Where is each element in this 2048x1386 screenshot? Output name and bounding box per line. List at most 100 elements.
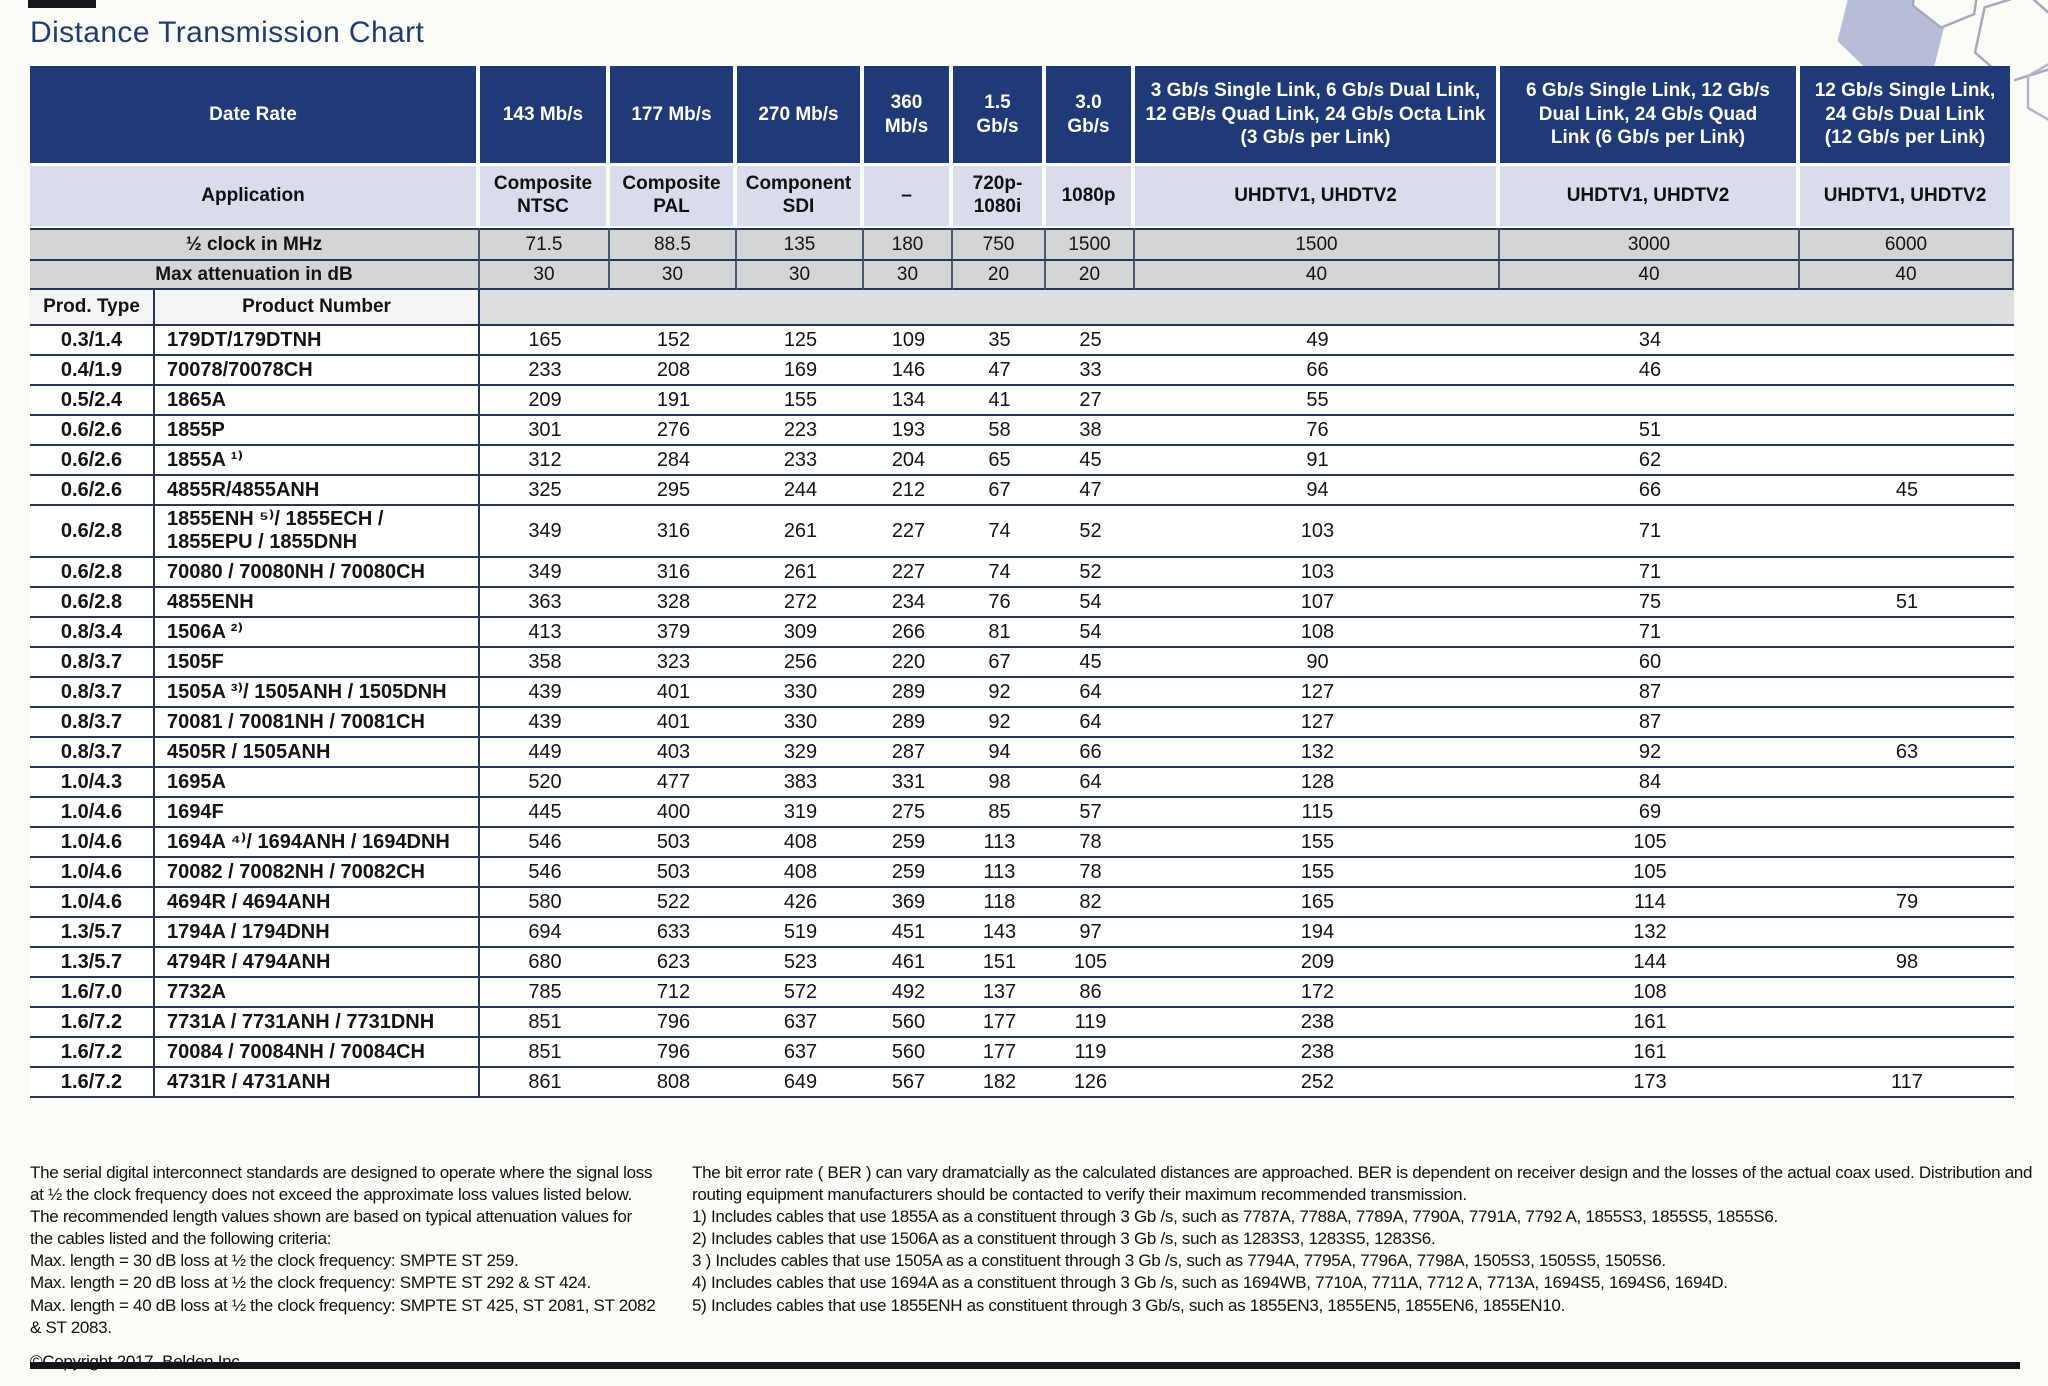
distance-value-cell: 400: [610, 798, 737, 828]
distance-value-cell: 808: [610, 1068, 737, 1098]
distance-value-cell: 127: [1135, 678, 1500, 708]
distance-value-cell: 75: [1500, 588, 1800, 618]
distance-value-cell: 45: [1800, 476, 2014, 506]
table-row: 1.6/7.0 7732A 785 712 572 492 137 86 172 108: [30, 978, 2014, 1008]
application-cell: –: [864, 166, 953, 228]
prod-type-cell: 1.0/4.3: [30, 768, 155, 798]
distance-value-cell: 451: [864, 918, 953, 948]
distance-value-cell: 194: [1135, 918, 1500, 948]
distance-value-cell: 155: [1135, 828, 1500, 858]
distance-value-cell: 204: [864, 446, 953, 476]
distance-value-cell: 649: [737, 1068, 864, 1098]
application-header-row: Application Composite NTSC Composite PAL…: [30, 166, 2014, 228]
distance-value-cell: 67: [953, 476, 1046, 506]
distance-value-cell: 87: [1500, 678, 1800, 708]
distance-value-cell: 64: [1046, 768, 1135, 798]
prod-type-label: Prod. Type: [30, 290, 155, 326]
distance-value-cell: 91: [1135, 446, 1500, 476]
distance-value-cell: 92: [953, 678, 1046, 708]
table-row: 0.6/2.8 70080 / 70080NH / 70080CH 349 316 26…: [30, 558, 2014, 588]
distance-value-cell: 161: [1500, 1038, 1800, 1068]
prod-type-cell: 0.6/2.8: [30, 588, 155, 618]
distance-value-cell: 143: [953, 918, 1046, 948]
distance-value-cell: 67: [953, 648, 1046, 678]
product-number-cell: 1695A: [155, 768, 480, 798]
rate-column-header: 360 Mb/s: [864, 66, 953, 166]
distance-value-cell: 34: [1500, 326, 1800, 356]
distance-value-cell: [1800, 798, 2014, 828]
distance-value-cell: 113: [953, 858, 1046, 888]
distance-value-cell: 76: [1135, 416, 1500, 446]
distance-value-cell: 125: [737, 326, 864, 356]
distance-value-cell: 109: [864, 326, 953, 356]
table-row: 0.8/3.7 70081 / 70081NH / 70081CH 439 401 33…: [30, 708, 2014, 738]
table-row: 0.6/2.6 1855A ¹⁾ 312 284 233 204 65 45 91 62: [30, 446, 2014, 476]
distance-value-cell: 57: [1046, 798, 1135, 828]
half-clock-row: ½ clock in MHz 71.5 88.5 135 180 750 150…: [30, 228, 2014, 259]
product-number-cell: 179DT/179DTNH: [155, 326, 480, 356]
table-row: 1.0/4.6 4694R / 4694ANH 580 522 426 369 118 82 1…: [30, 888, 2014, 918]
distance-value-cell: 94: [953, 738, 1046, 768]
rate-column-header: 177 Mb/s: [610, 66, 737, 166]
prod-type-cell: 0.8/3.7: [30, 738, 155, 768]
distance-value-cell: [1800, 356, 2014, 386]
half-clock-cell: 71.5: [480, 228, 610, 259]
max-attenuation-cell: 30: [480, 259, 610, 290]
distance-value-cell: 295: [610, 476, 737, 506]
half-clock-cell: 3000: [1500, 228, 1800, 259]
table-row: 1.0/4.6 70082 / 70082NH / 70082CH 546 503 40…: [30, 858, 2014, 888]
prod-type-cell: 0.3/1.4: [30, 326, 155, 356]
distance-value-cell: 69: [1500, 798, 1800, 828]
scan-artifact: [28, 0, 96, 8]
distance-value-cell: 64: [1046, 678, 1135, 708]
application-cell: UHDTV1, UHDTV2: [1500, 166, 1800, 228]
distance-value-cell: 519: [737, 918, 864, 948]
distance-value-cell: 58: [953, 416, 1046, 446]
distance-value-cell: 851: [480, 1038, 610, 1068]
distance-value-cell: 408: [737, 858, 864, 888]
half-clock-cell: 135: [737, 228, 864, 259]
distance-value-cell: 49: [1135, 326, 1500, 356]
distance-value-cell: [1800, 386, 2014, 416]
max-attenuation-cell: 40: [1800, 259, 2014, 290]
footnotes: The serial digital interconnect standard…: [30, 1162, 2040, 1373]
half-clock-cell: 750: [953, 228, 1046, 259]
distance-value-cell: [1800, 618, 2014, 648]
table-row: 0.6/2.6 1855P 301 276 223 193 58 38 76 51: [30, 416, 2014, 446]
product-number-cell: 1855P: [155, 416, 480, 446]
criteria-line: Max. length = 30 dB loss at ½ the clock …: [30, 1251, 519, 1271]
prod-type-cell: 0.6/2.6: [30, 446, 155, 476]
distance-value-cell: 439: [480, 678, 610, 708]
distance-value-cell: 325: [480, 476, 610, 506]
distance-transmission-table: Date Rate 143 Mb/s 177 Mb/s 270 Mb/s 360…: [30, 66, 2014, 1098]
distance-value-cell: 151: [953, 948, 1046, 978]
prod-type-cell: 0.8/3.4: [30, 618, 155, 648]
distance-value-cell: 108: [1500, 978, 1800, 1008]
product-number-cell: 70078/70078CH: [155, 356, 480, 386]
max-attenuation-label: Max attenuation in dB: [30, 259, 480, 290]
hexagon-outline-edge-icon: [2026, 63, 2048, 121]
distance-value-cell: 331: [864, 768, 953, 798]
table-row: 0.8/3.7 1505F 358 323 256 220 67 45 90 60: [30, 648, 2014, 678]
distance-value-cell: 259: [864, 828, 953, 858]
footnote-right-intro: The bit error rate ( BER ) can vary dram…: [692, 1163, 2033, 1205]
table-row: 1.6/7.2 4731R / 4731ANH 861 808 649 567 182 126…: [30, 1068, 2014, 1098]
distance-value-cell: 165: [480, 326, 610, 356]
distance-value-cell: 41: [953, 386, 1046, 416]
distance-value-cell: 66: [1500, 476, 1800, 506]
table-row: 0.8/3.7 4505R / 1505ANH 449 403 329 287 94 66 13…: [30, 738, 2014, 768]
product-number-label: Product Number: [155, 290, 480, 326]
distance-value-cell: 119: [1046, 1038, 1135, 1068]
distance-value-cell: [1800, 918, 2014, 948]
footnote-line: 1) Includes cables that use 1855A as a c…: [692, 1207, 1778, 1227]
product-number-cell: 1855A ¹⁾: [155, 446, 480, 476]
product-number-cell: 1506A ²⁾: [155, 618, 480, 648]
prod-type-cell: 0.8/3.7: [30, 708, 155, 738]
distance-value-cell: [1800, 446, 2014, 476]
distance-value-cell: 105: [1046, 948, 1135, 978]
distance-value-cell: 113: [953, 828, 1046, 858]
distance-value-cell: 54: [1046, 618, 1135, 648]
distance-value-cell: 289: [864, 678, 953, 708]
distance-value-cell: 492: [864, 978, 953, 1008]
distance-value-cell: 117: [1800, 1068, 2014, 1098]
